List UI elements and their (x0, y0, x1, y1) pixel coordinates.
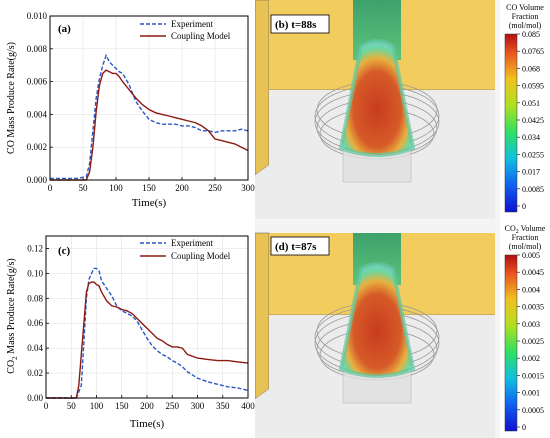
colorbar-tick-label: 0 (522, 423, 526, 432)
colorbar-tick-label: 0.001 (522, 389, 540, 398)
chart-c-axes-frame (45, 235, 249, 399)
x-tick-label: 400 (241, 401, 255, 411)
x-tick-label: 0 (44, 401, 49, 411)
x-tick-label: 250 (208, 183, 222, 193)
left-wall (255, 232, 270, 400)
chart-a-ylabel: CO Mass Produce Rate(g/s) (6, 42, 17, 154)
chart-c-ylabel: CO2 Mass Produce Rate(g/s) (6, 258, 19, 373)
y-tick-label: 0.006 (27, 77, 48, 87)
chart-c-xlabel: Time(s) (130, 418, 165, 430)
chart-c-ticks: 0 50 100 150 200 250 300 350 400 0.00 0.02 0.04 0.06… (27, 243, 255, 411)
y-tick-label: 0.00 (27, 393, 43, 403)
colorbar-tick-label: 0.005 (522, 251, 540, 260)
panel-b-label-box (270, 14, 330, 34)
x-tick-label: 150 (142, 183, 156, 193)
legend-coupling-label: Coupling Model (171, 251, 231, 261)
colorbar-tick-label: 0.017 (522, 168, 540, 177)
chart-a-legend: Experiment Coupling Model (140, 19, 231, 41)
co-simulation-panel: (b) t=88s CO Volume Fraction (mol/mol) 0… (255, 0, 544, 219)
colorbar-d-title-2: Fraction (512, 233, 539, 242)
chart-a-axes-frame (49, 15, 249, 181)
x-tick-label: 50 (79, 183, 89, 193)
y-tick-label: 0.002 (27, 142, 47, 152)
x-tick-label: 200 (175, 183, 189, 193)
y-tick-label: 0.008 (27, 44, 48, 54)
legend-experiment-label: Experiment (171, 238, 213, 248)
y-tick-label: 0.010 (27, 11, 48, 21)
left-wall (255, 0, 270, 176)
colorbar-d-title-sub: 2 (516, 229, 519, 235)
co2-flame (338, 262, 416, 378)
y-tick-label: 0.04 (27, 343, 43, 353)
x-tick-label: 100 (90, 401, 104, 411)
colorbar-tick-label: 0.0005 (522, 406, 544, 415)
colorbar-b-title-1: CO Volume (506, 3, 544, 12)
chart-c-ylabel-sub: 2 (11, 356, 19, 360)
colorbar-b-title-2: Fraction (512, 12, 539, 21)
colorbar-tick-label: 0.0765 (522, 47, 544, 56)
y-tick-label: 0.02 (27, 368, 43, 378)
colorbar-tick-label: 0.003 (522, 320, 540, 329)
colorbar-tick-label: 0.0015 (522, 371, 544, 380)
x-tick-label: 300 (241, 183, 255, 193)
chart-c-series (46, 267, 249, 399)
colorbar-tick-label: 0.085 (522, 30, 540, 39)
y-tick-label: 0.004 (27, 109, 48, 119)
co-flame (338, 39, 416, 157)
chart-a-panel-label: (a) (58, 23, 71, 35)
chart-c-ylabel-part1: CO (6, 360, 17, 374)
chart-c-ylabel-part2: Mass Produce Rate(g/s) (6, 258, 17, 356)
colorbar-tick-label: 0.0595 (522, 82, 544, 91)
colorbar-b-ticks: 0.085 0.0765 0.068 0.0595 0.051 0.0425 0.034 0.… (517, 30, 544, 211)
colorbar-d-title-co: CO (505, 224, 516, 233)
x-tick-label: 100 (109, 183, 123, 193)
x-tick-label: 350 (216, 401, 230, 411)
chart-c-panel-label: (c) (58, 245, 71, 257)
colorbar-d-title-1: CO2 Volume (505, 224, 546, 235)
experiment-line (50, 53, 249, 180)
colorbar-d-title-rest: Volume (519, 224, 546, 233)
x-tick-label: 50 (67, 401, 77, 411)
colorbar-tick-label: 0.0045 (522, 268, 544, 277)
colorbar-tick-label: 0.034 (522, 133, 540, 142)
colorbar-d (504, 254, 518, 432)
co-rate-chart: 0 50 100 150 200 250 300 0.000 0.002 0.004 0.006 0.… (6, 11, 255, 209)
x-tick-label: 300 (191, 401, 205, 411)
colorbar-tick-label: 0.0025 (522, 337, 544, 346)
colorbar-d-ticks: 0.005 0.0045 0.004 0.0035 0.003 0.0025 0.002 0.… (517, 251, 544, 432)
colorbar-tick-label: 0.0035 (522, 303, 544, 312)
chart-a-xlabel: Time(s) (132, 197, 167, 209)
x-tick-label: 250 (166, 401, 180, 411)
y-tick-label: 0.12 (27, 243, 43, 253)
colorbar-tick-label: 0.002 (522, 354, 540, 363)
colorbar-tick-label: 0.0425 (522, 116, 544, 125)
co2-simulation-panel: (d) t=87s CO2 Volume Fraction (mol/mol) … (255, 219, 546, 438)
y-tick-label: 0.000 (27, 175, 48, 185)
colorbar-b (504, 33, 518, 213)
panel-b-label: (b) t=88s (275, 19, 317, 31)
colorbar-d-title-3: (mol/mol) (509, 242, 542, 251)
x-tick-label: 150 (115, 401, 129, 411)
colorbar-tick-label: 0.0085 (522, 185, 544, 194)
y-tick-label: 0.10 (27, 268, 43, 278)
legend-experiment-label: Experiment (171, 19, 213, 29)
colorbar-tick-label: 0.0255 (522, 150, 544, 159)
colorbar-b-title-3: (mol/mol) (509, 21, 542, 30)
colorbar-tick-label: 0 (522, 202, 526, 211)
colorbar-tick-label: 0.068 (522, 64, 540, 73)
x-tick-label: 0 (48, 183, 53, 193)
x-tick-label: 200 (140, 401, 154, 411)
coupling-model-line (50, 69, 249, 181)
panel-d-label: (d) t=87s (275, 241, 317, 253)
legend-coupling-label: Coupling Model (171, 31, 231, 41)
panel-d-label-box (270, 236, 330, 256)
colorbar-tick-label: 0.051 (522, 99, 540, 108)
colorbar-tick-label: 0.004 (522, 285, 540, 294)
y-tick-label: 0.08 (27, 293, 43, 303)
y-tick-label: 0.06 (27, 318, 43, 328)
chart-a-series (50, 53, 249, 181)
chart-c-legend: Experiment Coupling Model (140, 238, 231, 261)
co2-rate-chart: 0 50 100 150 200 250 300 350 400 0.00 0.02 0.04 0.06… (6, 235, 255, 430)
coupling-model-line (46, 281, 249, 399)
